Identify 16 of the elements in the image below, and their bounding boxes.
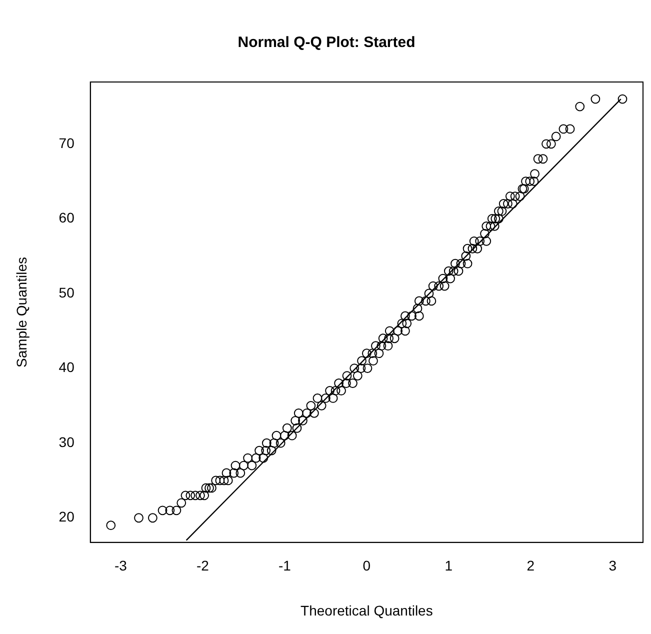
- x-tick-label: -3: [114, 558, 128, 574]
- chart-title: Normal Q-Q Plot: Started: [238, 34, 416, 52]
- x-tick-label: -2: [196, 558, 210, 574]
- x-tick-label: 0: [362, 558, 371, 574]
- y-tick-label: 60: [58, 210, 75, 226]
- x-tick-label: -1: [278, 558, 292, 574]
- y-tick-label: 20: [58, 508, 75, 525]
- y-tick-label: 30: [58, 434, 75, 450]
- x-tick-label: 2: [526, 558, 535, 574]
- y-tick-label: 70: [58, 134, 75, 151]
- y-axis-title: Sample Quantiles: [13, 256, 30, 368]
- x-axis-title: Theoretical Quantiles: [300, 602, 433, 618]
- y-tick-label: 50: [58, 284, 75, 300]
- y-tick-label: 40: [58, 359, 75, 376]
- x-tick-label: 1: [444, 558, 453, 574]
- x-tick-label: 3: [608, 558, 617, 574]
